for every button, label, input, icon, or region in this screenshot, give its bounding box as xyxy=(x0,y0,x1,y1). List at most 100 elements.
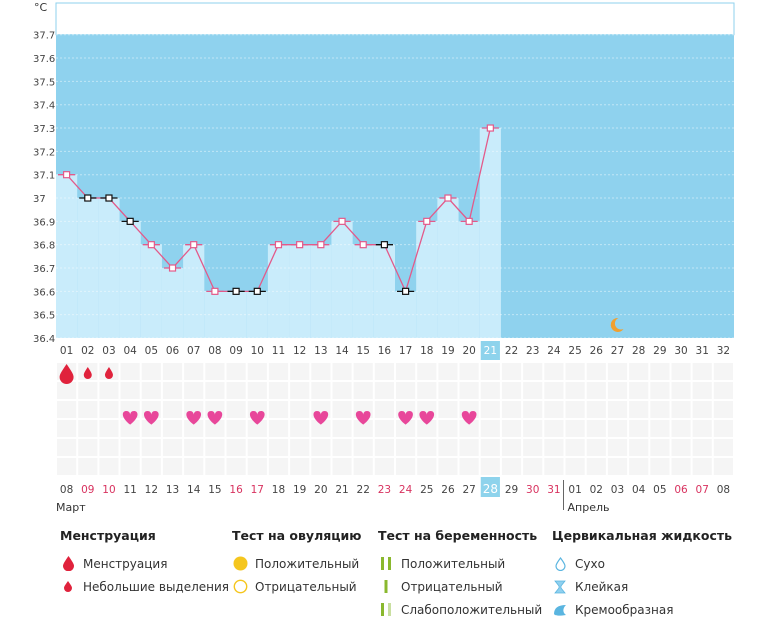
cycle-day-label: 18 xyxy=(420,345,433,357)
date-label: 04 xyxy=(632,484,646,496)
temperature-point xyxy=(232,287,240,295)
grid-cell xyxy=(353,420,373,437)
grid-cell xyxy=(268,420,289,437)
legend: Менструация Менструация Небольшие выделе… xyxy=(0,528,770,617)
temperature-bar xyxy=(267,244,290,338)
grid-cell xyxy=(629,439,649,456)
date-label: 14 xyxy=(187,484,201,496)
grid-cell xyxy=(438,420,458,437)
heart-icon xyxy=(461,411,477,425)
cycle-day-label: 17 xyxy=(399,345,412,357)
date-label: 15 xyxy=(208,484,221,496)
y-tick-label: 37.5 xyxy=(33,77,55,88)
grid-cell xyxy=(650,382,670,399)
cycle-day-label: 14 xyxy=(335,345,349,357)
grid-cell xyxy=(713,382,733,399)
grid-cell xyxy=(247,458,267,475)
temperature-point xyxy=(486,124,494,132)
light-spotting-drop-icon xyxy=(104,367,113,379)
grid-cell xyxy=(57,458,77,475)
legend-menstruation: Менструация Менструация Небольшие выделе… xyxy=(60,528,229,598)
heart-icon xyxy=(419,411,435,425)
grid-cell xyxy=(353,382,373,399)
grid-cell xyxy=(438,382,458,399)
grid-cell xyxy=(501,439,522,456)
y-tick-label: 36.7 xyxy=(33,264,55,275)
grid-cell xyxy=(290,458,310,475)
grid-cell xyxy=(501,382,522,399)
date-label: 08 xyxy=(717,484,730,496)
grid-cell xyxy=(565,439,585,456)
legend-item: Отрицательный xyxy=(232,575,361,598)
grid-cell xyxy=(671,382,691,399)
grid-cell xyxy=(374,401,394,418)
grid-cell xyxy=(438,458,458,475)
date-label: 08 xyxy=(60,484,73,496)
legend-item: Положительный xyxy=(232,552,361,575)
grid-cell xyxy=(120,363,140,380)
temperature-bar xyxy=(373,244,395,338)
grid-cell xyxy=(247,363,267,380)
grid-cell xyxy=(692,382,712,399)
heart-icon xyxy=(186,411,202,425)
grid-cell xyxy=(692,458,712,475)
plot-top-band xyxy=(55,2,735,36)
grid-cell xyxy=(226,439,246,456)
temperature-point xyxy=(211,287,219,295)
cycle-day-label: 15 xyxy=(357,345,370,357)
grid-cell xyxy=(184,363,204,380)
grid-cell xyxy=(332,363,352,380)
legend-ovulation: Тест на овуляцию Положительный Отрицател… xyxy=(232,528,361,598)
grid-cell xyxy=(141,420,161,437)
grid-cell xyxy=(586,420,606,437)
date-label: 06 xyxy=(674,484,688,496)
grid-cell xyxy=(184,382,204,399)
negative-circle-icon xyxy=(232,578,248,596)
temperature-bar xyxy=(56,174,78,338)
temperature-point xyxy=(401,287,410,295)
grid-cell xyxy=(586,458,606,475)
cycle-day-label: 21 xyxy=(484,345,497,357)
temperature-point xyxy=(253,287,261,295)
date-label: 24 xyxy=(399,484,413,496)
grid-cell xyxy=(353,363,373,380)
temperature-point xyxy=(359,241,367,249)
grid-cell xyxy=(650,458,670,475)
date-label: 01 xyxy=(568,484,581,496)
grid-cell xyxy=(268,458,289,475)
grid-cell xyxy=(205,439,225,456)
grid-cell xyxy=(332,458,352,475)
grid-cell xyxy=(226,382,246,399)
grid-cell xyxy=(374,363,394,380)
moon-icon xyxy=(610,317,624,332)
legend-label: Положительный xyxy=(255,556,360,571)
legend-item: Менструация xyxy=(60,552,229,575)
temperature-point xyxy=(465,217,473,225)
temperature-bar xyxy=(331,221,353,338)
grid-cell xyxy=(586,439,606,456)
cycle-day-label: 31 xyxy=(696,345,709,357)
grid-cell xyxy=(607,363,628,380)
grid-cell xyxy=(713,420,733,437)
temperature-bar xyxy=(437,198,459,338)
date-label: 29 xyxy=(505,484,518,496)
legend-item: Сухо xyxy=(552,552,732,575)
temperature-bar xyxy=(416,221,438,338)
grid-cell xyxy=(480,401,500,418)
grid-cell xyxy=(417,420,437,437)
temperature-bar xyxy=(225,291,247,338)
cycle-day-label: 19 xyxy=(441,345,454,357)
grid-cell xyxy=(99,458,119,475)
current-day-highlight xyxy=(480,341,500,360)
grid-cell xyxy=(205,420,225,437)
date-label: 28 xyxy=(483,482,498,496)
cycle-day-label: 25 xyxy=(568,345,581,357)
grid-cell xyxy=(205,363,225,380)
cycle-day-label: 12 xyxy=(293,345,306,357)
date-label: 27 xyxy=(462,484,475,496)
grid-cell xyxy=(332,401,352,418)
legend-title-pregnancy: Тест на беременность xyxy=(378,528,538,543)
grid-cell xyxy=(607,458,628,475)
grid-cell xyxy=(565,401,585,418)
grid-cell xyxy=(438,363,458,380)
